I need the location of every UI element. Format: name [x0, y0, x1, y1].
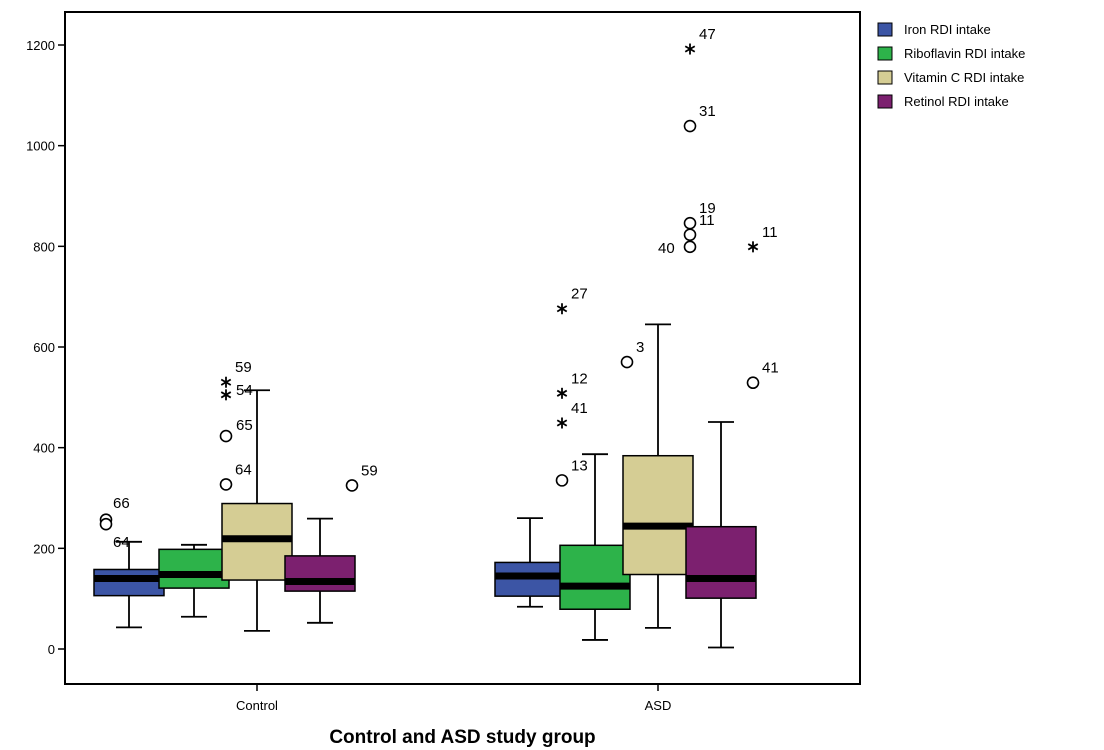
outlier-star [747, 241, 759, 253]
outlier-circle [99, 517, 113, 531]
outlier-label: 19 [699, 200, 716, 217]
y-tick-label: 800 [33, 239, 55, 254]
legend-label: Riboflavin RDI intake [904, 46, 1025, 61]
outlier-label: 66 [113, 495, 130, 512]
x-tick-label: Control [236, 698, 278, 713]
outlier-circle [555, 474, 569, 487]
outlier-star [556, 417, 568, 429]
outlier-circle [746, 376, 760, 390]
y-tick-label: 0 [48, 642, 55, 657]
box-retinol-rdi-intake [685, 525, 757, 599]
outlier-label: 59 [361, 462, 378, 479]
plot-frame [64, 11, 861, 685]
box-iron-rdi-intake [93, 568, 165, 597]
outlier-star [684, 43, 696, 55]
outlier-label: 13 [571, 457, 588, 474]
box-riboflavin-rdi-intake [559, 544, 631, 610]
box-retinol-rdi-intake [284, 555, 356, 592]
y-tick-label: 200 [33, 541, 55, 556]
legend-swatch [877, 22, 893, 37]
outlier-label: 64 [235, 461, 252, 478]
legend-label: Iron RDI intake [904, 22, 991, 37]
outlier-circle [219, 429, 233, 443]
outlier-circle [345, 479, 359, 492]
outlier-label: 64 [113, 534, 130, 551]
x-axis-title: Control and ASD study group [329, 727, 595, 748]
outlier-circle [219, 478, 233, 491]
outlier-star [220, 376, 232, 388]
outlier-label: 65 [236, 417, 253, 434]
y-tick-label: 400 [33, 441, 55, 456]
y-tick-label: 1200 [26, 38, 55, 53]
legend-swatch [877, 94, 893, 109]
outlier-label: 3 [636, 339, 644, 356]
outlier-star [556, 387, 568, 399]
box-riboflavin-rdi-intake [158, 548, 230, 589]
outlier-label: 41 [571, 400, 588, 417]
outlier-label: 40 [658, 240, 675, 257]
outlier-star [220, 389, 232, 401]
outlier-label: 11 [699, 212, 715, 229]
y-tick-label: 1000 [26, 139, 55, 154]
outlier-label: 27 [571, 286, 588, 303]
box-vitamin-c-rdi-intake [622, 454, 694, 576]
x-tick-label: ASD [645, 698, 672, 713]
outlier-circle [620, 355, 634, 369]
legend-label: Vitamin C RDI intake [904, 70, 1024, 85]
outlier-circle [683, 119, 697, 133]
outlier-label: 47 [699, 26, 716, 43]
legend-swatch [877, 70, 893, 85]
outlier-label: 59 [235, 359, 252, 376]
outlier-label: 12 [571, 370, 588, 387]
outlier-label: 11 [762, 224, 778, 241]
outlier-label: 41 [762, 360, 779, 377]
legend-label: Retinol RDI intake [904, 94, 1009, 109]
legend-swatch [877, 46, 893, 61]
outlier-circle [683, 216, 697, 230]
outlier-label: 31 [699, 103, 716, 120]
outlier-star [556, 303, 568, 315]
outlier-circle [683, 240, 697, 254]
y-tick-label: 600 [33, 340, 55, 355]
outlier-circle [683, 228, 697, 242]
